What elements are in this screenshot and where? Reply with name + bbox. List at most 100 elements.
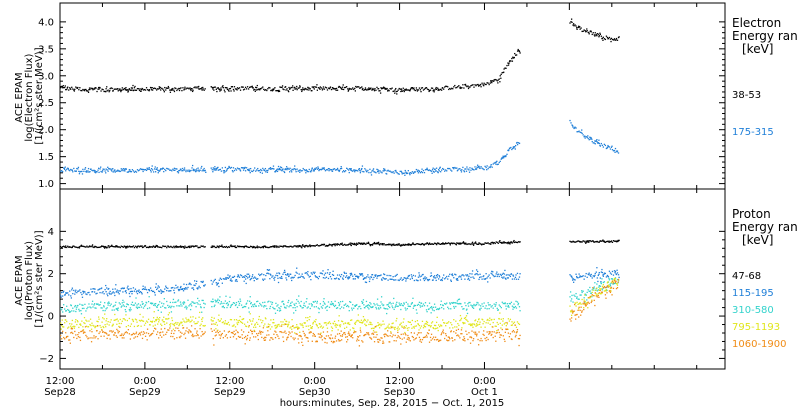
data-point: [610, 37, 613, 40]
data-point: [87, 91, 90, 94]
data-point: [452, 301, 455, 304]
data-point: [437, 324, 440, 326]
data-point: [474, 242, 476, 244]
data-point: [109, 321, 111, 323]
data-point: [195, 282, 197, 285]
data-point: [313, 168, 315, 171]
data-point: [451, 302, 453, 304]
data-point: [450, 280, 453, 283]
data-point: [371, 170, 373, 172]
data-point: [306, 273, 308, 275]
data-point: [313, 170, 315, 172]
data-point: [90, 328, 93, 330]
data-point: [274, 308, 276, 310]
data-point: [194, 280, 196, 282]
data-point: [296, 333, 298, 335]
data-point: [137, 303, 140, 305]
data-point: [130, 334, 133, 336]
data-point: [310, 279, 312, 281]
data-point: [134, 302, 137, 304]
data-point: [169, 91, 172, 93]
data-point: [238, 336, 241, 338]
data-point: [612, 274, 615, 276]
data-point: [196, 322, 198, 325]
data-point: [279, 86, 281, 88]
data-point: [293, 245, 295, 247]
data-point: [594, 143, 596, 145]
data-point: [503, 273, 505, 275]
data-point: [211, 320, 213, 322]
data-point: [155, 286, 157, 288]
data-point: [237, 321, 240, 324]
data-point: [196, 245, 198, 247]
data-point: [217, 319, 219, 321]
data-point: [64, 294, 66, 296]
data-point: [469, 86, 471, 88]
data-point: [396, 244, 398, 246]
data-point: [160, 331, 162, 334]
data-point: [180, 335, 182, 337]
data-point: [253, 169, 255, 171]
data-point: [232, 302, 235, 304]
data-point: [88, 87, 91, 89]
data-point: [499, 322, 501, 325]
data-point: [354, 323, 356, 325]
data-point: [349, 333, 351, 335]
data-point: [103, 246, 105, 248]
data-point: [147, 300, 150, 303]
data-point: [330, 340, 333, 343]
data-point: [105, 168, 107, 170]
data-point: [235, 88, 238, 90]
data-point: [435, 308, 438, 311]
data-point: [569, 22, 571, 24]
data-point: [605, 241, 608, 243]
data-point: [104, 324, 106, 326]
data-point: [256, 300, 258, 303]
data-point: [298, 342, 300, 344]
data-point: [136, 321, 138, 323]
data-point: [487, 322, 489, 324]
data-point: [569, 296, 571, 298]
data-point: [253, 246, 255, 249]
data-point: [584, 241, 586, 243]
data-point: [391, 322, 393, 325]
data-point: [78, 170, 80, 172]
data-point: [274, 246, 276, 248]
data-point: [245, 302, 248, 304]
data-point: [224, 86, 227, 89]
data-point: [145, 289, 148, 291]
data-point: [382, 276, 384, 279]
data-point: [89, 88, 91, 91]
data-point: [509, 275, 512, 278]
data-point: [84, 326, 87, 328]
data-point: [470, 169, 472, 171]
data-point: [261, 336, 263, 339]
data-point: [329, 169, 332, 171]
data-point: [275, 302, 277, 305]
data-point: [457, 169, 459, 171]
data-point: [437, 242, 440, 244]
data-point: [102, 88, 104, 91]
data-point: [67, 245, 69, 247]
data-point: [247, 169, 250, 172]
data-point: [406, 89, 408, 91]
data-point: [411, 86, 414, 89]
data-point: [126, 246, 128, 249]
data-point: [451, 273, 454, 275]
data-point: [450, 322, 452, 324]
data-point: [97, 86, 100, 89]
data-point: [68, 339, 70, 341]
data-point: [496, 330, 498, 332]
data-point: [123, 318, 125, 320]
data-point: [350, 336, 352, 338]
data-point: [474, 333, 476, 335]
data-point: [618, 276, 620, 279]
data-point: [467, 338, 469, 341]
data-point: [244, 335, 247, 338]
series-795-1193: [60, 277, 620, 334]
data-point: [412, 243, 415, 245]
data-point: [466, 275, 468, 277]
data-point: [420, 341, 423, 343]
data-point: [397, 329, 399, 332]
data-point: [128, 308, 131, 311]
